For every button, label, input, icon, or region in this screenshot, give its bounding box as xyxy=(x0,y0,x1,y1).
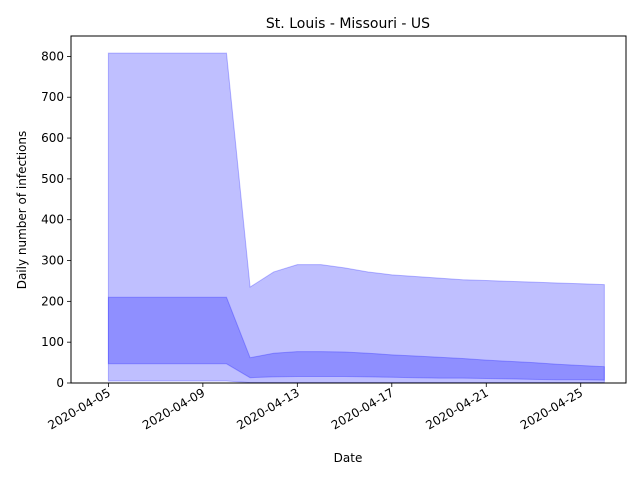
y-axis: 0 100 200 300 400 500 600 700 800 xyxy=(41,49,71,390)
bands-layer xyxy=(107,52,605,384)
y-tick-label: 700 xyxy=(41,90,64,104)
x-axis: 2020-04-05 2020-04-09 2020-04-13 2020-04-17… xyxy=(45,383,585,432)
x-tick-label: 2020-04-09 xyxy=(140,385,207,432)
y-tick-label: 200 xyxy=(41,294,64,308)
y-tick-label: 0 xyxy=(56,376,64,390)
y-tick-label: 500 xyxy=(41,172,64,186)
y-tick-label: 300 xyxy=(41,254,64,268)
y-tick-label: 600 xyxy=(41,131,64,145)
x-tick-label: 2020-04-13 xyxy=(234,385,301,432)
chart-title: St. Louis - Missouri - US xyxy=(266,16,430,32)
y-axis-label: Daily number of infections xyxy=(15,131,29,290)
y-tick-label: 100 xyxy=(41,335,64,349)
x-tick-label: 2020-04-05 xyxy=(45,385,112,432)
x-tick-label: 2020-04-21 xyxy=(423,385,490,432)
x-axis-label: Date xyxy=(334,451,363,465)
band-2 xyxy=(107,296,605,381)
y-tick-label: 800 xyxy=(41,49,64,63)
plot-frame xyxy=(70,35,627,384)
y-tick-label: 400 xyxy=(41,213,64,227)
x-tick-label: 2020-04-17 xyxy=(329,385,396,432)
x-tick-label: 2020-04-25 xyxy=(518,385,585,432)
